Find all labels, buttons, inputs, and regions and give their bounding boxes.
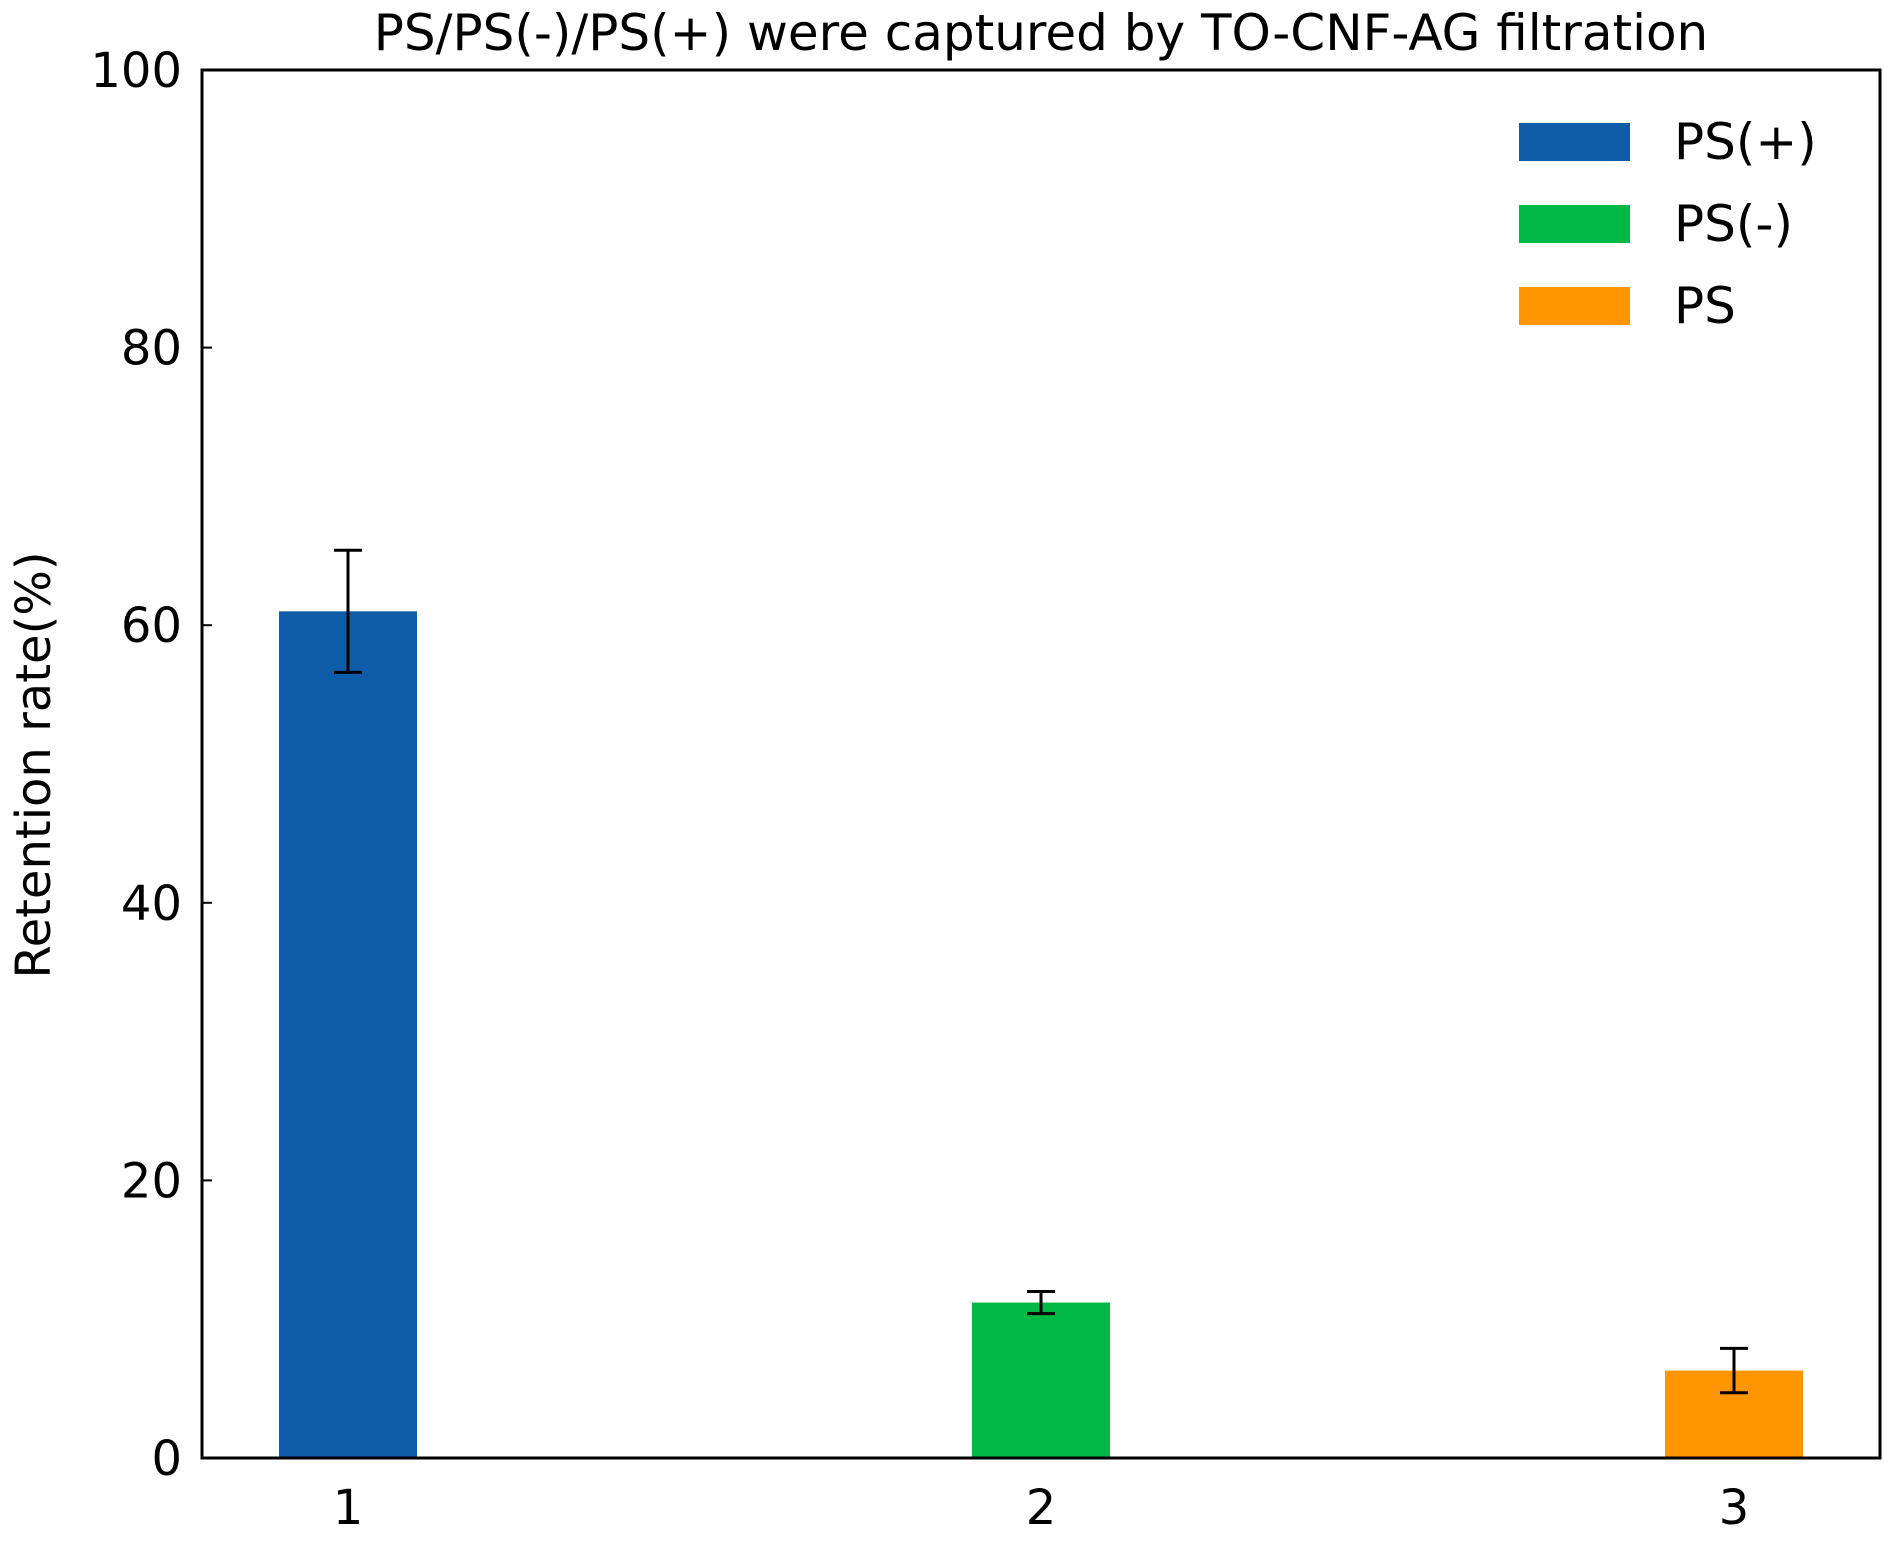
- y-tick-label: 60: [121, 598, 182, 654]
- legend-swatch-PS: [1519, 287, 1630, 325]
- plot-area: 0 20 40 60 80 100 1 2 3: [90, 43, 1803, 1536]
- x-tick-label: 2: [1026, 1480, 1057, 1536]
- legend-swatch-PS(+): [1519, 123, 1630, 161]
- y-tick-label: 40: [121, 876, 182, 932]
- legend-label-PS(-): PS(-): [1674, 195, 1793, 253]
- legend-label-PS: PS: [1674, 277, 1736, 335]
- y-tick-label: 100: [90, 43, 182, 99]
- legend: PS(+) PS(-) PS: [1519, 113, 1817, 335]
- bar-PS(-): [972, 1302, 1110, 1458]
- y-axis-label: Retention rate(%): [6, 551, 62, 978]
- y-tick-label: 80: [121, 321, 182, 377]
- x-tick-label: 3: [1719, 1480, 1750, 1536]
- bar-PS(+): [279, 611, 417, 1458]
- y-tick-label: 20: [121, 1153, 182, 1209]
- legend-swatch-PS(-): [1519, 205, 1630, 243]
- y-tick-label: 0: [151, 1431, 182, 1487]
- plot-frame: [200, 68, 1882, 1460]
- legend-label-PS(+): PS(+): [1674, 113, 1817, 171]
- x-tick-label: 1: [333, 1480, 364, 1536]
- chart-title: PS/PS(-)/PS(+) were captured by TO-CNF-A…: [374, 4, 1709, 62]
